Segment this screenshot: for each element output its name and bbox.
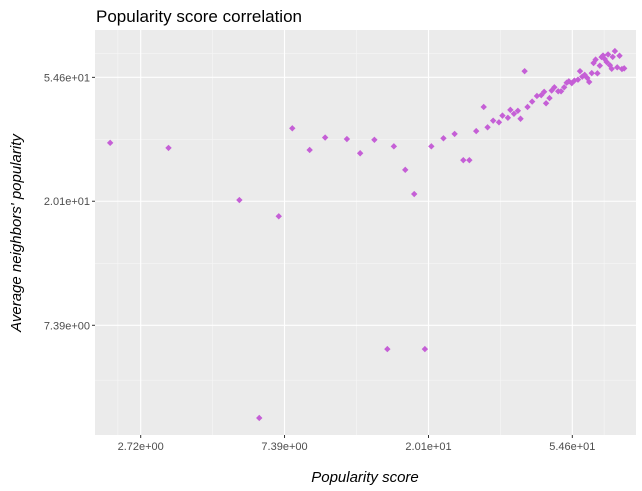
x-tick-label: 5.46e+01 [549, 441, 595, 453]
data-point [440, 135, 447, 142]
data-point [542, 100, 550, 107]
data-point [538, 91, 545, 99]
data-point [390, 143, 398, 150]
data-point [581, 71, 588, 79]
data-point [609, 53, 616, 61]
data-point [165, 144, 172, 152]
data-point [495, 119, 503, 126]
data-point [571, 77, 578, 84]
data-point [521, 67, 528, 75]
data-point [236, 196, 243, 204]
data-point [533, 92, 541, 100]
data-point [371, 136, 378, 143]
data-point [528, 98, 536, 105]
data-point [524, 103, 531, 111]
x-axis: 2.72e+00 7.39e+00 2.01e+01 5.46e+01 [118, 435, 595, 453]
plot-panel [95, 30, 636, 435]
data-point [306, 146, 313, 154]
data-point [616, 52, 623, 59]
data-point [604, 51, 612, 58]
data-point [540, 88, 548, 95]
data-point [489, 117, 497, 124]
data-point [402, 166, 409, 174]
data-point [106, 139, 114, 147]
y-tick-label: 2.01e+01 [44, 196, 90, 208]
data-point [596, 62, 604, 69]
data-point [451, 130, 458, 138]
data-point [576, 67, 584, 75]
data-point [507, 106, 514, 114]
y-tick-label: 5.46e+01 [44, 72, 90, 84]
data-points [106, 47, 628, 422]
data-point [499, 112, 506, 119]
data-point [560, 84, 568, 91]
data-point [579, 73, 586, 80]
data-point [421, 345, 429, 353]
data-point [546, 94, 553, 102]
data-point [517, 115, 524, 122]
y-axis-title: Average neighbors' popularity [8, 133, 25, 333]
data-point [384, 345, 391, 353]
data-point [473, 127, 480, 135]
data-point [466, 156, 473, 164]
data-point [594, 70, 601, 77]
x-axis-title: Popularity score [311, 469, 419, 486]
data-point [608, 65, 615, 73]
data-point [321, 134, 329, 141]
data-point [590, 59, 597, 67]
data-point [563, 79, 570, 86]
data-point [603, 58, 610, 66]
x-tick-label: 2.72e+00 [118, 441, 164, 453]
data-point [574, 76, 582, 83]
x-tick-label: 7.39e+00 [261, 441, 307, 453]
data-point [480, 103, 487, 111]
data-point [256, 414, 263, 422]
data-point [557, 88, 565, 95]
data-point [504, 114, 512, 122]
grid-lines [95, 30, 636, 435]
data-point [343, 135, 351, 143]
data-point [275, 213, 282, 220]
data-point [411, 190, 418, 198]
data-point [614, 64, 621, 71]
data-point [620, 65, 628, 72]
data-point [460, 156, 467, 164]
data-point [514, 107, 522, 114]
data-point [289, 125, 296, 132]
y-tick-label: 7.39e+00 [44, 320, 90, 332]
data-point [484, 124, 491, 131]
data-point [428, 143, 435, 150]
data-point [356, 150, 364, 157]
data-point [585, 78, 593, 86]
data-point [510, 110, 518, 117]
chart-title: Popularity score correlation [96, 7, 302, 26]
x-tick-label: 2.01e+01 [405, 441, 451, 453]
data-point [551, 84, 558, 91]
data-point [592, 56, 599, 63]
data-point [588, 69, 595, 77]
data-point [611, 47, 619, 55]
data-point [584, 74, 591, 82]
y-axis: 7.39e+00 2.01e+01 5.46e+01 [44, 72, 95, 332]
